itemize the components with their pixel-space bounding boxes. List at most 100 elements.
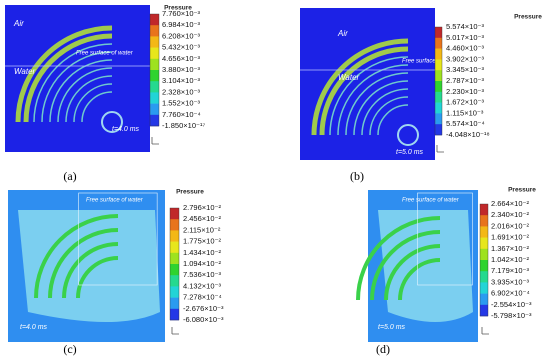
pressure-wave [76,256,119,299]
colorbar-band [435,91,442,103]
pressure-wave [41,51,113,123]
colorbar-tick-label: 5.574×10⁻³ [446,22,484,31]
colorbar-tick-label: 1.691×10⁻² [491,233,529,242]
pressure-wave [49,59,113,123]
colorbar-band [480,304,488,317]
colorbar-tick-label: 2.328×10⁻³ [162,87,200,96]
colorbar-title: Pressure [514,14,542,21]
pressure-wave [370,230,441,301]
colorbar-tick-label: 3.880×10⁻³ [162,65,200,74]
pressure-wave [57,67,113,123]
surface-label: Free surface of water [402,198,460,204]
colorbar-tick-label: 7.179×10⁻³ [491,266,529,275]
colorbar-tick-label: 6.208×10⁻³ [162,31,200,40]
pressure-wave [81,91,113,123]
pressure-wave [15,25,113,123]
pressure-wave [384,244,441,301]
surface-label: Free surface of water [86,198,144,204]
colorbar-band [480,226,488,238]
pressure-wave [23,33,113,123]
colorbar-tick-label: 6.902×10⁻⁴ [491,289,530,298]
colorbar-band [480,282,488,294]
colorbar-band [150,81,159,93]
pressure-wave [62,242,119,299]
colorbar-tick-label: 1.775×10⁻² [183,237,221,246]
axis-triad [171,327,179,335]
colorbar-band [150,92,159,104]
colorbar-title: Pressure [176,189,204,196]
colorbar-band [480,293,488,306]
colorbar-band [170,308,179,321]
pressure-wave [319,46,409,136]
colorbar-band [480,271,488,283]
colorbar-frame [479,203,489,317]
surface-label: Free surface of water [402,59,460,65]
pressure-wave [353,80,409,136]
pressure-wave [356,216,441,301]
caption: (d) [376,342,390,356]
colorbar-tick-label: 7.536×10⁻³ [183,270,221,279]
colorbar-tick-label: 1.042×10⁻² [491,255,529,264]
colorbar-tick-label: -5.798×10⁻³ [491,311,532,320]
surface-box [78,192,158,286]
water-label: Water [14,67,36,76]
colorbar-band [150,114,159,127]
surface-label: Free surface of water [76,51,134,57]
time-label: t=5.0 ms [378,324,406,331]
colorbar-band [435,124,442,136]
bubble [101,111,123,133]
caption: (b) [350,169,364,183]
colorbar-band [170,208,179,220]
colorbar-band [150,25,159,37]
colorbar-band [170,241,179,254]
colorbar-band [435,113,442,125]
colorbar-tick-label: 3.935×10⁻³ [491,277,529,286]
colorbar-band [150,58,159,71]
pressure-wave [337,64,409,136]
colorbar-band [170,286,179,298]
axis-triad [151,137,159,145]
panel: Free surface of water t=4.0 ms Pressure 2.7… [8,189,224,356]
colorbar-tick-label: 2.340×10⁻² [491,210,529,219]
colorbar-band [435,81,442,93]
colorbar-band [480,260,488,272]
colorbar-band [480,204,488,216]
colorbar-tick-label: 1.094×10⁻² [183,259,221,268]
water-region [18,210,160,322]
pressure-wave [65,75,113,123]
colorbar-tick-label: 2.016×10⁻² [491,221,529,230]
colorbar-tick-label: 2.796×10⁻² [183,203,221,212]
colorbar-band [170,264,179,276]
colorbar-band [435,102,442,114]
axis-triad [481,327,489,335]
colorbar-tick-label: 3.104×10⁻³ [162,76,200,85]
colorbar-tick-label: 4.656×10⁻³ [162,54,200,63]
colorbar-tick-label: 5.017×10⁻³ [446,33,484,42]
colorbar-band [480,215,488,227]
colorbar-tick-label: 6.984×10⁻³ [162,20,200,29]
colorbar-tick-label: -1.850×10⁻¹⁷ [162,121,205,130]
pressure-wave [48,228,119,299]
air-label: Air [13,19,24,28]
colorbar-tick-label: 3.902×10⁻³ [446,54,484,63]
colorbar-band [150,14,159,26]
colorbar-tick-label: 7.760×10⁻³ [162,9,200,18]
time-label: t=4.0 ms [112,126,140,133]
colorbar-tick-label: -6.080×10⁻³ [183,315,224,324]
colorbar-band [150,36,159,48]
colorbar-band [170,219,179,231]
colorbar-title: Pressure [508,187,536,194]
colorbar-tick-label: 2.115×10⁻² [183,225,221,234]
colorbar-tick-label: -4.048×10⁻¹⁸ [446,130,490,139]
colorbar-tick-label: 5.574×10⁻⁴ [446,119,485,128]
colorbar-band [435,37,442,49]
time-label: t=4.0 ms [20,324,48,331]
colorbar-band [170,297,179,310]
colorbar-tick-label: 2.787×10⁻³ [446,76,484,85]
colorbar-tick-label: 3.345×10⁻³ [446,65,484,74]
panel: Air Water Free surface of water t=5.0 ms Pre… [300,8,542,183]
pressure-wave [377,104,409,136]
colorbar-frame [169,207,180,321]
colorbar-tick-label: -2.676×10⁻³ [183,304,224,313]
